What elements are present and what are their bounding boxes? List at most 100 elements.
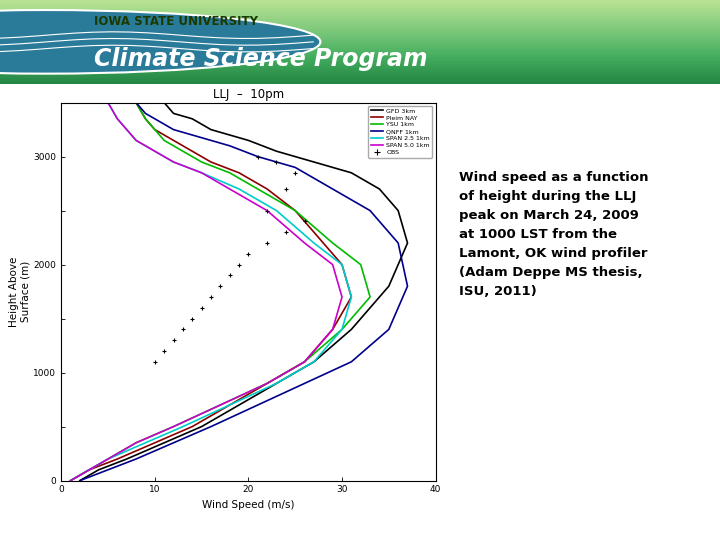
Line: SPAN 5.0 1km: SPAN 5.0 1km: [71, 103, 342, 481]
Line: Pleim NAY: Pleim NAY: [71, 103, 351, 481]
SPAN 2.5 1km: [132, 137, 140, 144]
YSU 1km: [300, 359, 309, 365]
OBS: [168, 336, 179, 345]
SPAN 5.0 1km: [328, 326, 337, 333]
GFD 3km: [94, 467, 103, 473]
QNFF 1km: [291, 164, 300, 171]
OBS: [289, 168, 301, 177]
Pleim NAY: [347, 294, 356, 300]
GFD 3km: [310, 359, 318, 365]
QNFF 1km: [300, 380, 309, 387]
SPAN 5.0 1km: [169, 159, 178, 165]
YSU 1km: [328, 240, 337, 246]
QNFF 1km: [403, 283, 412, 289]
YSU 1km: [66, 477, 75, 484]
Pleim NAY: [169, 137, 178, 144]
Pleim NAY: [319, 240, 328, 246]
SPAN 2.5 1km: [347, 294, 356, 300]
SPAN 5.0 1km: [66, 477, 75, 484]
Pleim NAY: [338, 261, 346, 268]
YSU 1km: [225, 170, 234, 176]
Pleim NAY: [328, 326, 337, 333]
GFD 3km: [394, 207, 402, 214]
YSU 1km: [291, 207, 300, 214]
QNFF 1km: [104, 467, 112, 473]
SPAN 5.0 1km: [113, 116, 122, 122]
YSU 1km: [150, 126, 159, 133]
SPAN 5.0 1km: [263, 207, 271, 214]
SPAN 5.0 1km: [150, 148, 159, 154]
SPAN 5.0 1km: [104, 99, 112, 106]
OBS: [215, 282, 226, 291]
GFD 3km: [244, 137, 253, 144]
SPAN 2.5 1km: [66, 477, 75, 484]
GFD 3km: [76, 477, 84, 484]
QNFF 1km: [207, 423, 215, 430]
QNFF 1km: [253, 153, 262, 160]
SPAN 2.5 1km: [179, 423, 187, 430]
Pleim NAY: [300, 359, 309, 365]
GFD 3km: [272, 148, 281, 154]
SPAN 5.0 1km: [122, 126, 131, 133]
Text: Climate Science Program: Climate Science Program: [94, 47, 427, 71]
SPAN 2.5 1km: [272, 207, 281, 214]
Pleim NAY: [235, 170, 243, 176]
OBS: [186, 314, 198, 323]
SPAN 5.0 1km: [225, 186, 234, 192]
GFD 3km: [188, 116, 197, 122]
GFD 3km: [310, 159, 318, 165]
QNFF 1km: [169, 440, 178, 446]
YSU 1km: [263, 380, 271, 387]
QNFF 1km: [225, 143, 234, 149]
SPAN 2.5 1km: [197, 170, 206, 176]
Pleim NAY: [291, 207, 300, 214]
SPAN 5.0 1km: [104, 456, 112, 462]
YSU 1km: [366, 294, 374, 300]
YSU 1km: [160, 137, 168, 144]
Pleim NAY: [132, 99, 140, 106]
QNFF 1km: [328, 186, 337, 192]
QNFF 1km: [394, 240, 402, 246]
SPAN 5.0 1km: [169, 423, 178, 430]
SPAN 2.5 1km: [235, 186, 243, 192]
SPAN 5.0 1km: [216, 402, 225, 408]
SPAN 5.0 1km: [300, 359, 309, 365]
GFD 3km: [225, 132, 234, 138]
OBS: [196, 303, 207, 312]
SPAN 5.0 1km: [132, 137, 140, 144]
OBS: [261, 206, 273, 215]
SPAN 5.0 1km: [132, 440, 140, 446]
Line: GFD 3km: GFD 3km: [80, 103, 408, 481]
SPAN 5.0 1km: [328, 261, 337, 268]
YSU 1km: [169, 423, 178, 430]
QNFF 1km: [76, 477, 84, 484]
GFD 3km: [235, 402, 243, 408]
YSU 1km: [104, 456, 112, 462]
SPAN 2.5 1km: [113, 116, 122, 122]
GFD 3km: [375, 186, 384, 192]
QNFF 1km: [384, 326, 393, 333]
YSU 1km: [132, 99, 140, 106]
GFD 3km: [160, 99, 168, 106]
SPAN 2.5 1km: [141, 440, 150, 446]
OBS: [243, 249, 254, 258]
OBS: [149, 357, 161, 366]
SPAN 5.0 1km: [263, 380, 271, 387]
Pleim NAY: [263, 186, 271, 192]
GFD 3km: [197, 423, 206, 430]
Line: YSU 1km: YSU 1km: [71, 103, 370, 481]
Line: SPAN 2.5 1km: SPAN 2.5 1km: [71, 103, 351, 481]
QNFF 1km: [150, 116, 159, 122]
GFD 3km: [207, 126, 215, 133]
QNFF 1km: [169, 126, 178, 133]
Legend: GFD 3km, Pleim NAY, YSU 1km, QNFF 1km, SPAN 2.5 1km, SPAN 5.0 1km, OBS: GFD 3km, Pleim NAY, YSU 1km, QNFF 1km, S…: [368, 106, 433, 158]
GFD 3km: [169, 110, 178, 117]
YSU 1km: [356, 261, 365, 268]
GFD 3km: [347, 326, 356, 333]
Pleim NAY: [207, 159, 215, 165]
YSU 1km: [338, 326, 346, 333]
X-axis label: Wind Speed (m/s): Wind Speed (m/s): [202, 500, 294, 510]
QNFF 1km: [347, 359, 356, 365]
Pleim NAY: [150, 126, 159, 133]
GFD 3km: [403, 240, 412, 246]
